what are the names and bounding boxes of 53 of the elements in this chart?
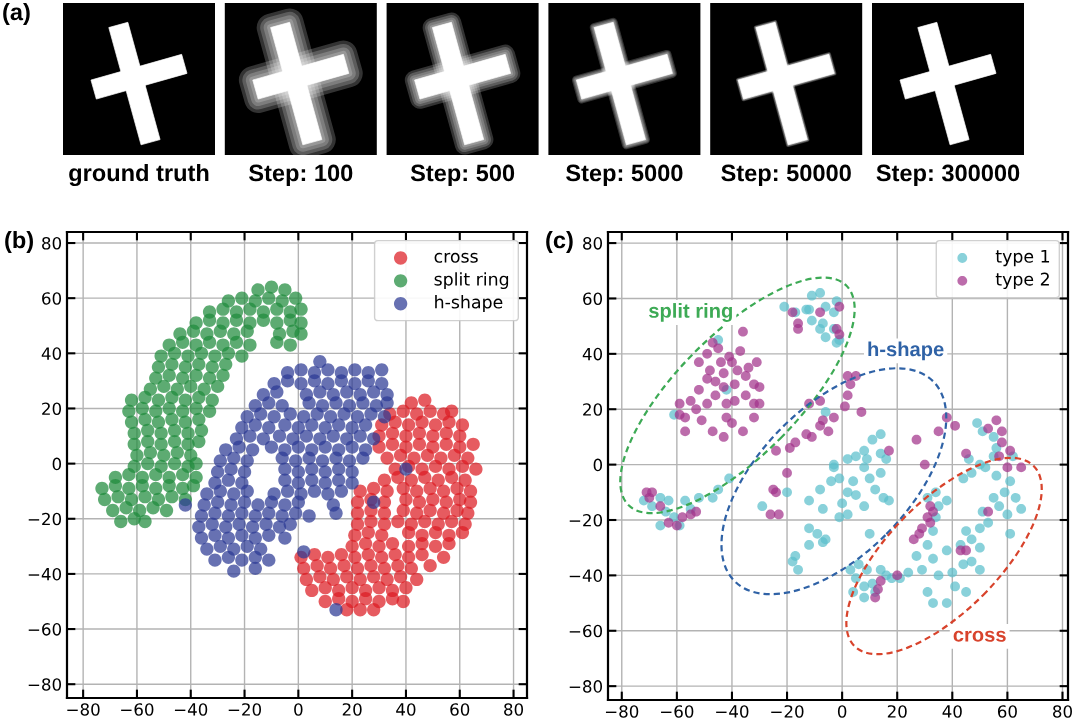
y-tick-label: 20 bbox=[42, 402, 62, 416]
chart-title: (c) bbox=[546, 231, 573, 254]
x-tick-label: −80 bbox=[605, 705, 639, 718]
x-tick-label: −20 bbox=[771, 705, 804, 718]
x-tick-label: 40 bbox=[396, 703, 416, 716]
x-tick-label: 20 bbox=[342, 703, 362, 716]
x-tick-label: −20 bbox=[228, 703, 262, 716]
x-tick-label: 20 bbox=[887, 705, 907, 718]
y-tick-label: −60 bbox=[569, 624, 603, 638]
y-tick-label: 40 bbox=[41, 347, 62, 360]
x-tick-label: −60 bbox=[121, 703, 154, 716]
text: ground truth bbox=[69, 163, 209, 187]
x-tick-label: 0 bbox=[294, 703, 303, 716]
annotation: cross bbox=[953, 630, 1006, 642]
y-tick-label: 60 bbox=[583, 292, 603, 306]
y-tick-label: −20 bbox=[569, 513, 603, 527]
text: Step: 50000 bbox=[721, 164, 851, 186]
x-tick-label: −60 bbox=[661, 705, 694, 718]
y-tick-label: 40 bbox=[582, 347, 603, 361]
text: Step: 100 bbox=[248, 164, 353, 186]
annotation: split ring bbox=[649, 303, 732, 322]
y-tick-label: −60 bbox=[28, 623, 62, 636]
x-tick-label: −40 bbox=[174, 703, 208, 716]
y-tick-label: −80 bbox=[28, 678, 62, 691]
legend-label: type 1 bbox=[995, 249, 1050, 267]
y-tick-label: 80 bbox=[42, 236, 62, 250]
chart-title: (b) bbox=[5, 231, 33, 254]
legend-label: cross bbox=[434, 252, 478, 263]
y-tick-label: 0 bbox=[593, 458, 603, 472]
legend-label: h-shape bbox=[435, 295, 503, 312]
legend-label: type 2 bbox=[995, 272, 1049, 290]
text: (a) bbox=[3, 3, 30, 26]
y-tick-label: 60 bbox=[42, 292, 62, 305]
x-tick-label: 60 bbox=[997, 705, 1017, 718]
x-tick-label: −40 bbox=[716, 705, 749, 718]
text: Step: 300000 bbox=[876, 164, 1020, 186]
y-tick-label: −40 bbox=[569, 569, 603, 582]
x-tick-label: 0 bbox=[837, 705, 847, 718]
annotation: h-shape bbox=[868, 341, 944, 361]
text: Step: 500 bbox=[410, 164, 515, 186]
y-tick-label: −80 bbox=[569, 680, 603, 693]
y-tick-label: 20 bbox=[583, 403, 603, 416]
y-tick-label: −20 bbox=[28, 512, 62, 526]
x-tick-label: 60 bbox=[450, 703, 470, 716]
x-tick-label: 80 bbox=[504, 703, 524, 716]
x-tick-label: 80 bbox=[1053, 705, 1072, 718]
x-tick-label: −80 bbox=[67, 703, 100, 716]
y-tick-label: 80 bbox=[583, 237, 603, 250]
text: Step: 5000 bbox=[566, 164, 683, 186]
legend-label: split ring bbox=[434, 272, 509, 290]
x-tick-label: 40 bbox=[942, 705, 962, 718]
y-tick-label: −40 bbox=[28, 567, 62, 581]
y-tick-label: 0 bbox=[52, 457, 62, 471]
